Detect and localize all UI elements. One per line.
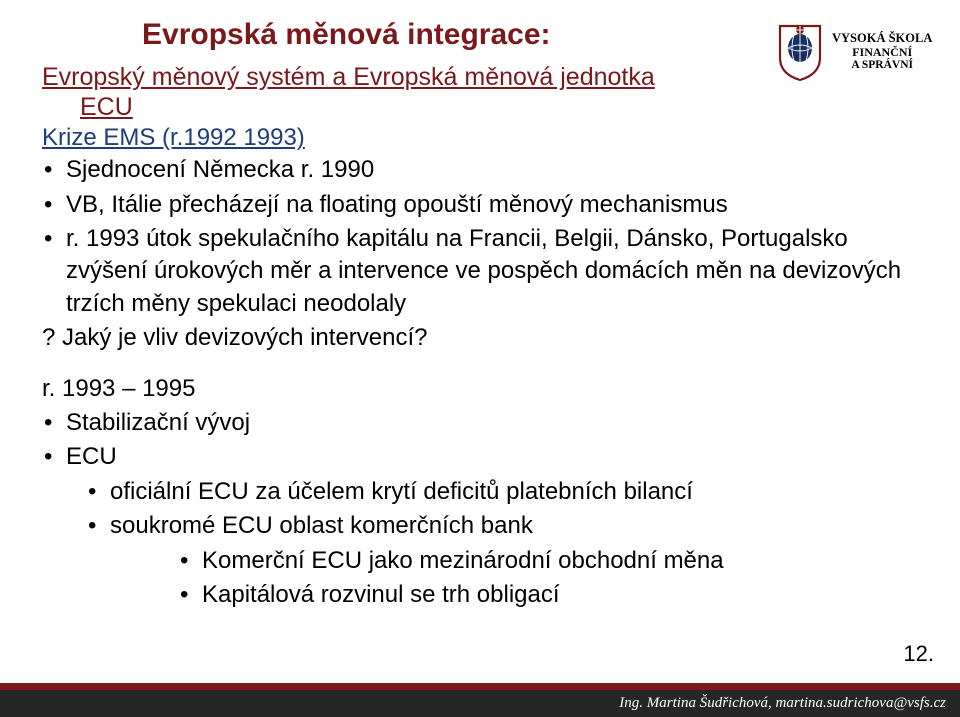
slide: VYSOKÁ ŠKOLA FINANČNÍ A SPRÁVNÍ Evropská… xyxy=(0,0,960,717)
bullet-text: soukromé ECU oblast komerčních bank xyxy=(110,512,533,539)
list-item: oficiální ECU za účelem krytí deficitů p… xyxy=(86,476,932,508)
bullet-text: r. 1993 útok spekulačního kapitálu na Fr… xyxy=(66,225,901,317)
subheading-1: Krize EMS (r.1992 1993) xyxy=(42,124,932,152)
subheading-2: r. 1993 – 1995 xyxy=(42,373,932,405)
list-item: r. 1993 útok spekulačního kapitálu na Fr… xyxy=(42,223,932,320)
page-number: 12. xyxy=(903,641,934,667)
bullet-list-2-subsub: Komerční ECU jako mezinárodní obchodní m… xyxy=(178,545,932,612)
footer-content: Ing. Martina Šudřichová, martina.sudrich… xyxy=(0,690,960,717)
list-item: Kapitálová rozvinul se trh obligací xyxy=(178,579,932,611)
bullet-text: oficiální ECU za účelem krytí deficitů p… xyxy=(110,478,693,505)
bullet-list-1: Sjednocení Německa r. 1990 VB, Itálie př… xyxy=(42,154,932,320)
content-area: Evropská měnová integrace: Evropský měno… xyxy=(0,0,960,611)
footer: Ing. Martina Šudřichová, martina.sudrich… xyxy=(0,683,960,717)
slide-title: Evropská měnová integrace: xyxy=(142,18,932,52)
bullet-text: Kapitálová rozvinul se trh obligací xyxy=(202,581,560,608)
list-item: Stabilizační vývoj xyxy=(42,407,932,439)
bullet-text: ECU xyxy=(66,443,117,470)
footer-accent xyxy=(0,683,960,690)
bullet-text: Stabilizační vývoj xyxy=(66,409,250,436)
bullet-list-2-sub: oficiální ECU za účelem krytí deficitů p… xyxy=(86,476,932,612)
bullet-text: Sjednocení Německa r. 1990 xyxy=(66,156,374,183)
heading-line1: Evropský měnový systém a Evropská měnová… xyxy=(42,62,932,93)
list-item: VB, Itálie přecházejí na floating opoušt… xyxy=(42,189,932,221)
list-item: ECU oficiální ECU za účelem krytí defici… xyxy=(42,441,932,611)
bullet-text: VB, Itálie přecházejí na floating opoušt… xyxy=(66,191,728,218)
list-item: Sjednocení Německa r. 1990 xyxy=(42,154,932,186)
footer-text: Ing. Martina Šudřichová, martina.sudrich… xyxy=(619,695,946,712)
list-item: Komerční ECU jako mezinárodní obchodní m… xyxy=(178,545,932,577)
heading-line2: ECU xyxy=(80,93,932,122)
question-line: ? Jaký je vliv devizových intervencí? xyxy=(42,322,932,354)
bullet-list-2: Stabilizační vývoj ECU oficiální ECU za … xyxy=(42,407,932,611)
list-item: soukromé ECU oblast komerčních bank Kome… xyxy=(86,510,932,611)
bullet-text: Komerční ECU jako mezinárodní obchodní m… xyxy=(202,547,724,574)
